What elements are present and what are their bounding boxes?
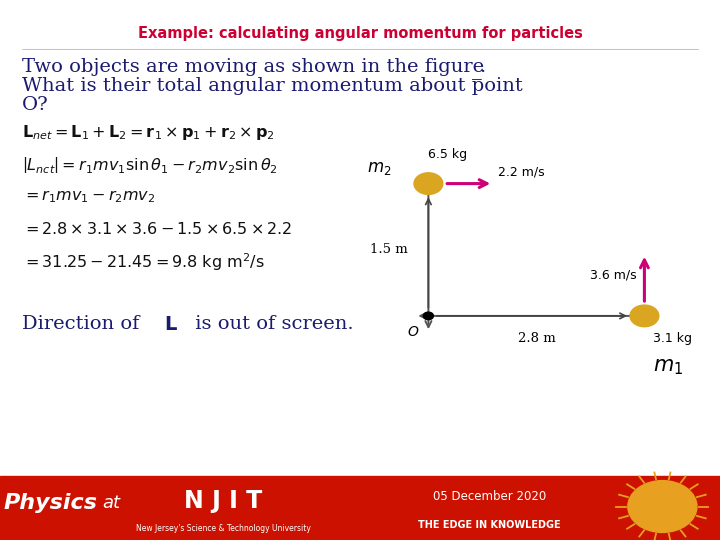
Text: .: . — [479, 58, 485, 77]
Text: $\left|L_{nct}\right| = r_1mv_1\sin\theta_1 - r_2mv_2\sin\theta_2$: $\left|L_{nct}\right| = r_1mv_1\sin\thet… — [22, 154, 277, 175]
Text: Physics: Physics — [4, 493, 97, 514]
Text: 3.1 kg: 3.1 kg — [653, 332, 692, 345]
Text: 1.5 m: 1.5 m — [370, 243, 408, 256]
Text: 3.6 m/s: 3.6 m/s — [590, 269, 637, 282]
Text: $\mathbf{L}_{net} = \mathbf{L}_1 + \mathbf{L}_2 = \mathbf{r}_1 \times \mathbf{p}: $\mathbf{L}_{net} = \mathbf{L}_1 + \math… — [22, 123, 274, 142]
Text: Direction of: Direction of — [22, 315, 145, 333]
Circle shape — [423, 312, 433, 320]
Text: at: at — [102, 494, 121, 512]
Bar — [0, 476, 720, 540]
Text: O: O — [407, 325, 418, 339]
Text: $= r_1mv_1 - r_2mv_2$: $= r_1mv_1 - r_2mv_2$ — [22, 189, 155, 205]
Text: What is their total angular momentum about point: What is their total angular momentum abo… — [22, 77, 522, 96]
Circle shape — [628, 481, 697, 532]
Text: New Jersey's Science & Technology University: New Jersey's Science & Technology Univer… — [136, 524, 310, 532]
Text: $m_1$: $m_1$ — [653, 357, 683, 377]
Text: _: _ — [472, 62, 482, 80]
Text: $m_2$: $m_2$ — [366, 159, 391, 178]
Text: $= 31.25-21.45 = 9.8\ \mathrm{kg}\ \mathrm{m}^2\mathrm{/s}$: $= 31.25-21.45 = 9.8\ \mathrm{kg}\ \math… — [22, 251, 264, 273]
Text: N J I T: N J I T — [184, 489, 262, 513]
Circle shape — [630, 305, 659, 327]
Text: 05 December 2020: 05 December 2020 — [433, 490, 546, 503]
Text: O?: O? — [22, 96, 48, 114]
Text: 2.2 m/s: 2.2 m/s — [498, 165, 545, 178]
Text: is out of screen.: is out of screen. — [189, 315, 354, 333]
Text: Two objects are moving as shown in the figure: Two objects are moving as shown in the f… — [22, 58, 484, 77]
Text: THE EDGE IN KNOWLEDGE: THE EDGE IN KNOWLEDGE — [418, 520, 561, 530]
Text: 2.8 m: 2.8 m — [518, 332, 555, 345]
Text: Example: calculating angular momentum for particles: Example: calculating angular momentum fo… — [138, 26, 582, 41]
Text: 6.5 kg: 6.5 kg — [428, 148, 467, 161]
Text: $\mathbf{L}$: $\mathbf{L}$ — [164, 314, 178, 334]
Circle shape — [414, 173, 443, 194]
Text: $= 2.8\times3.1\times3.6-1.5\times6.5\times2.2$: $= 2.8\times3.1\times3.6-1.5\times6.5\ti… — [22, 221, 291, 238]
